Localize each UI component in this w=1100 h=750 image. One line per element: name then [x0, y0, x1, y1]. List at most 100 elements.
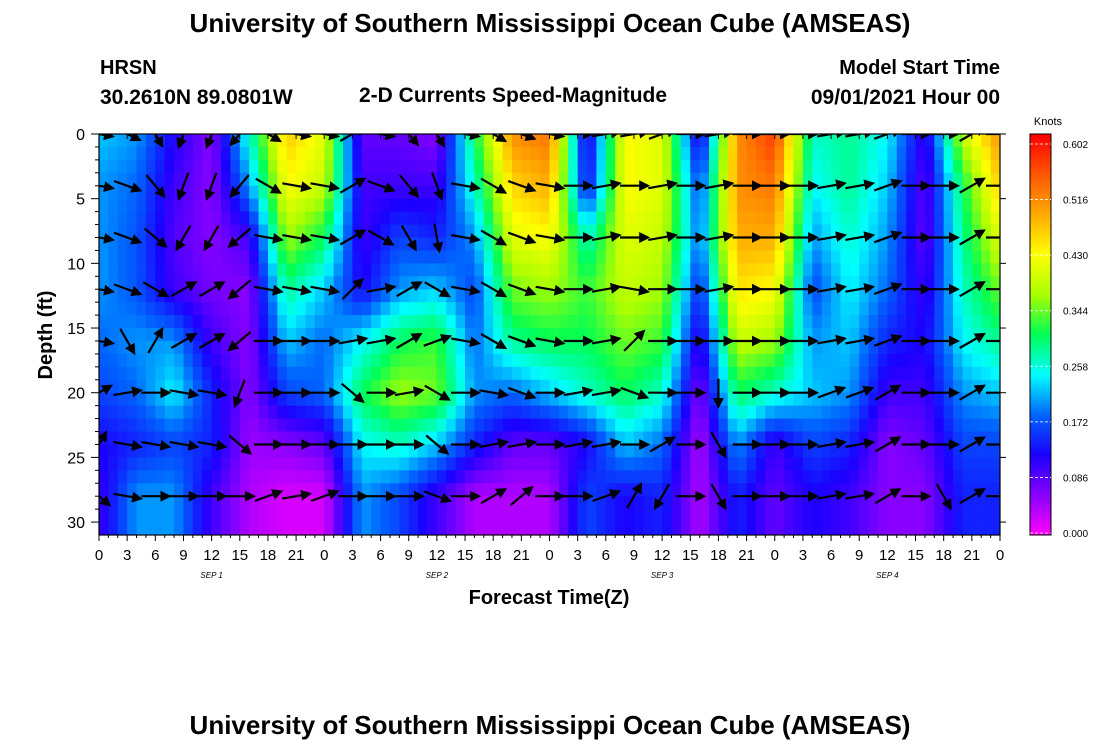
heat-cell [389, 444, 400, 458]
heat-cell [530, 405, 541, 420]
x-tick-label: 12 [203, 547, 220, 564]
heat-cell [746, 146, 757, 161]
heat-cell [540, 315, 551, 329]
heat-cell [540, 250, 551, 264]
x-tick-label: 0 [545, 547, 553, 564]
heat-cell [821, 522, 832, 535]
heat-cell [793, 470, 804, 484]
heat-cell [99, 185, 109, 200]
x-tick-label: 0 [320, 547, 328, 564]
heat-cell [352, 146, 363, 161]
heat-cell [774, 392, 785, 407]
heat-cell [868, 198, 879, 213]
heat-cell [896, 522, 907, 535]
heat-cell [277, 457, 288, 471]
heat-cell [981, 172, 992, 187]
heat-cell [267, 470, 278, 484]
x-tick-label: 21 [288, 547, 305, 564]
heat-cell [990, 211, 1000, 226]
heat-cell [577, 185, 588, 200]
heat-cell [446, 172, 457, 187]
heat-cell [709, 263, 720, 277]
heat-cell [784, 276, 795, 290]
heat-cell [427, 353, 438, 368]
heat-cell [239, 263, 250, 277]
heat-cell [699, 134, 710, 148]
current-vector [451, 181, 481, 193]
heat-cell [511, 172, 522, 187]
current-vector [591, 438, 622, 449]
heat-cell [934, 392, 945, 407]
heat-cell [333, 159, 344, 174]
heat-cell [709, 302, 720, 316]
heat-cell [887, 250, 898, 264]
heat-cell [296, 185, 307, 200]
heat-cell [174, 509, 185, 523]
heat-cell [887, 263, 898, 277]
heat-cell [953, 224, 964, 239]
heat-cell [896, 263, 907, 277]
heat-cell [267, 366, 278, 381]
heat-cell [164, 146, 175, 161]
heat-cell [765, 315, 776, 329]
heat-cell [239, 392, 250, 407]
heat-cell [793, 522, 804, 535]
heat-cell [577, 159, 588, 174]
heat-cell [784, 224, 795, 239]
heat-cell [436, 353, 447, 368]
heat-cell [305, 250, 316, 264]
heat-cell [755, 366, 766, 381]
heat-cell [924, 289, 935, 303]
heat-cell [455, 185, 466, 200]
heat-cell [117, 457, 128, 471]
heat-cell [755, 470, 766, 484]
heat-cell [549, 276, 560, 290]
heat-cell [324, 263, 335, 277]
heat-cell [249, 250, 260, 264]
heat-cell [690, 134, 701, 148]
heat-cell [371, 496, 382, 510]
heat-cell [755, 328, 766, 342]
heat-cell [127, 509, 138, 523]
heat-cell [511, 353, 522, 368]
heat-cell [474, 211, 485, 226]
heat-cell [174, 198, 185, 213]
heat-cell [117, 418, 128, 433]
heat-cell [211, 353, 222, 368]
heat-cell [192, 496, 203, 510]
heat-cell [258, 315, 269, 329]
heat-cell [765, 353, 776, 368]
heat-cell [755, 483, 766, 497]
current-vector [563, 438, 594, 449]
heat-cell [671, 379, 682, 394]
heat-cell [549, 250, 560, 264]
heat-cell [774, 263, 785, 277]
heat-cell [962, 470, 973, 484]
heat-cell [915, 276, 926, 290]
heat-cell [624, 379, 635, 394]
heat-cell [540, 444, 551, 458]
heat-cell [784, 470, 795, 484]
y-tick-label: 25 [67, 450, 85, 467]
heat-cell [202, 276, 213, 290]
heat-cell [680, 405, 691, 420]
heat-cell [877, 483, 888, 497]
heat-cell [943, 366, 954, 381]
heat-cell [418, 405, 429, 420]
heat-cell [596, 509, 607, 523]
heat-cell [174, 418, 185, 433]
heat-cell [624, 522, 635, 535]
heat-cell [408, 457, 419, 471]
heat-cell [389, 159, 400, 174]
heat-cell [587, 392, 598, 407]
heat-cell [643, 509, 654, 523]
heat-cell [765, 172, 776, 187]
heat-cell [333, 224, 344, 239]
heat-cell [277, 405, 288, 420]
heat-cell [568, 185, 579, 200]
heat-cell [361, 224, 372, 239]
heat-cell [727, 522, 738, 535]
current-vector [507, 283, 537, 297]
heat-cell [643, 134, 654, 148]
heat-cell [568, 276, 579, 290]
